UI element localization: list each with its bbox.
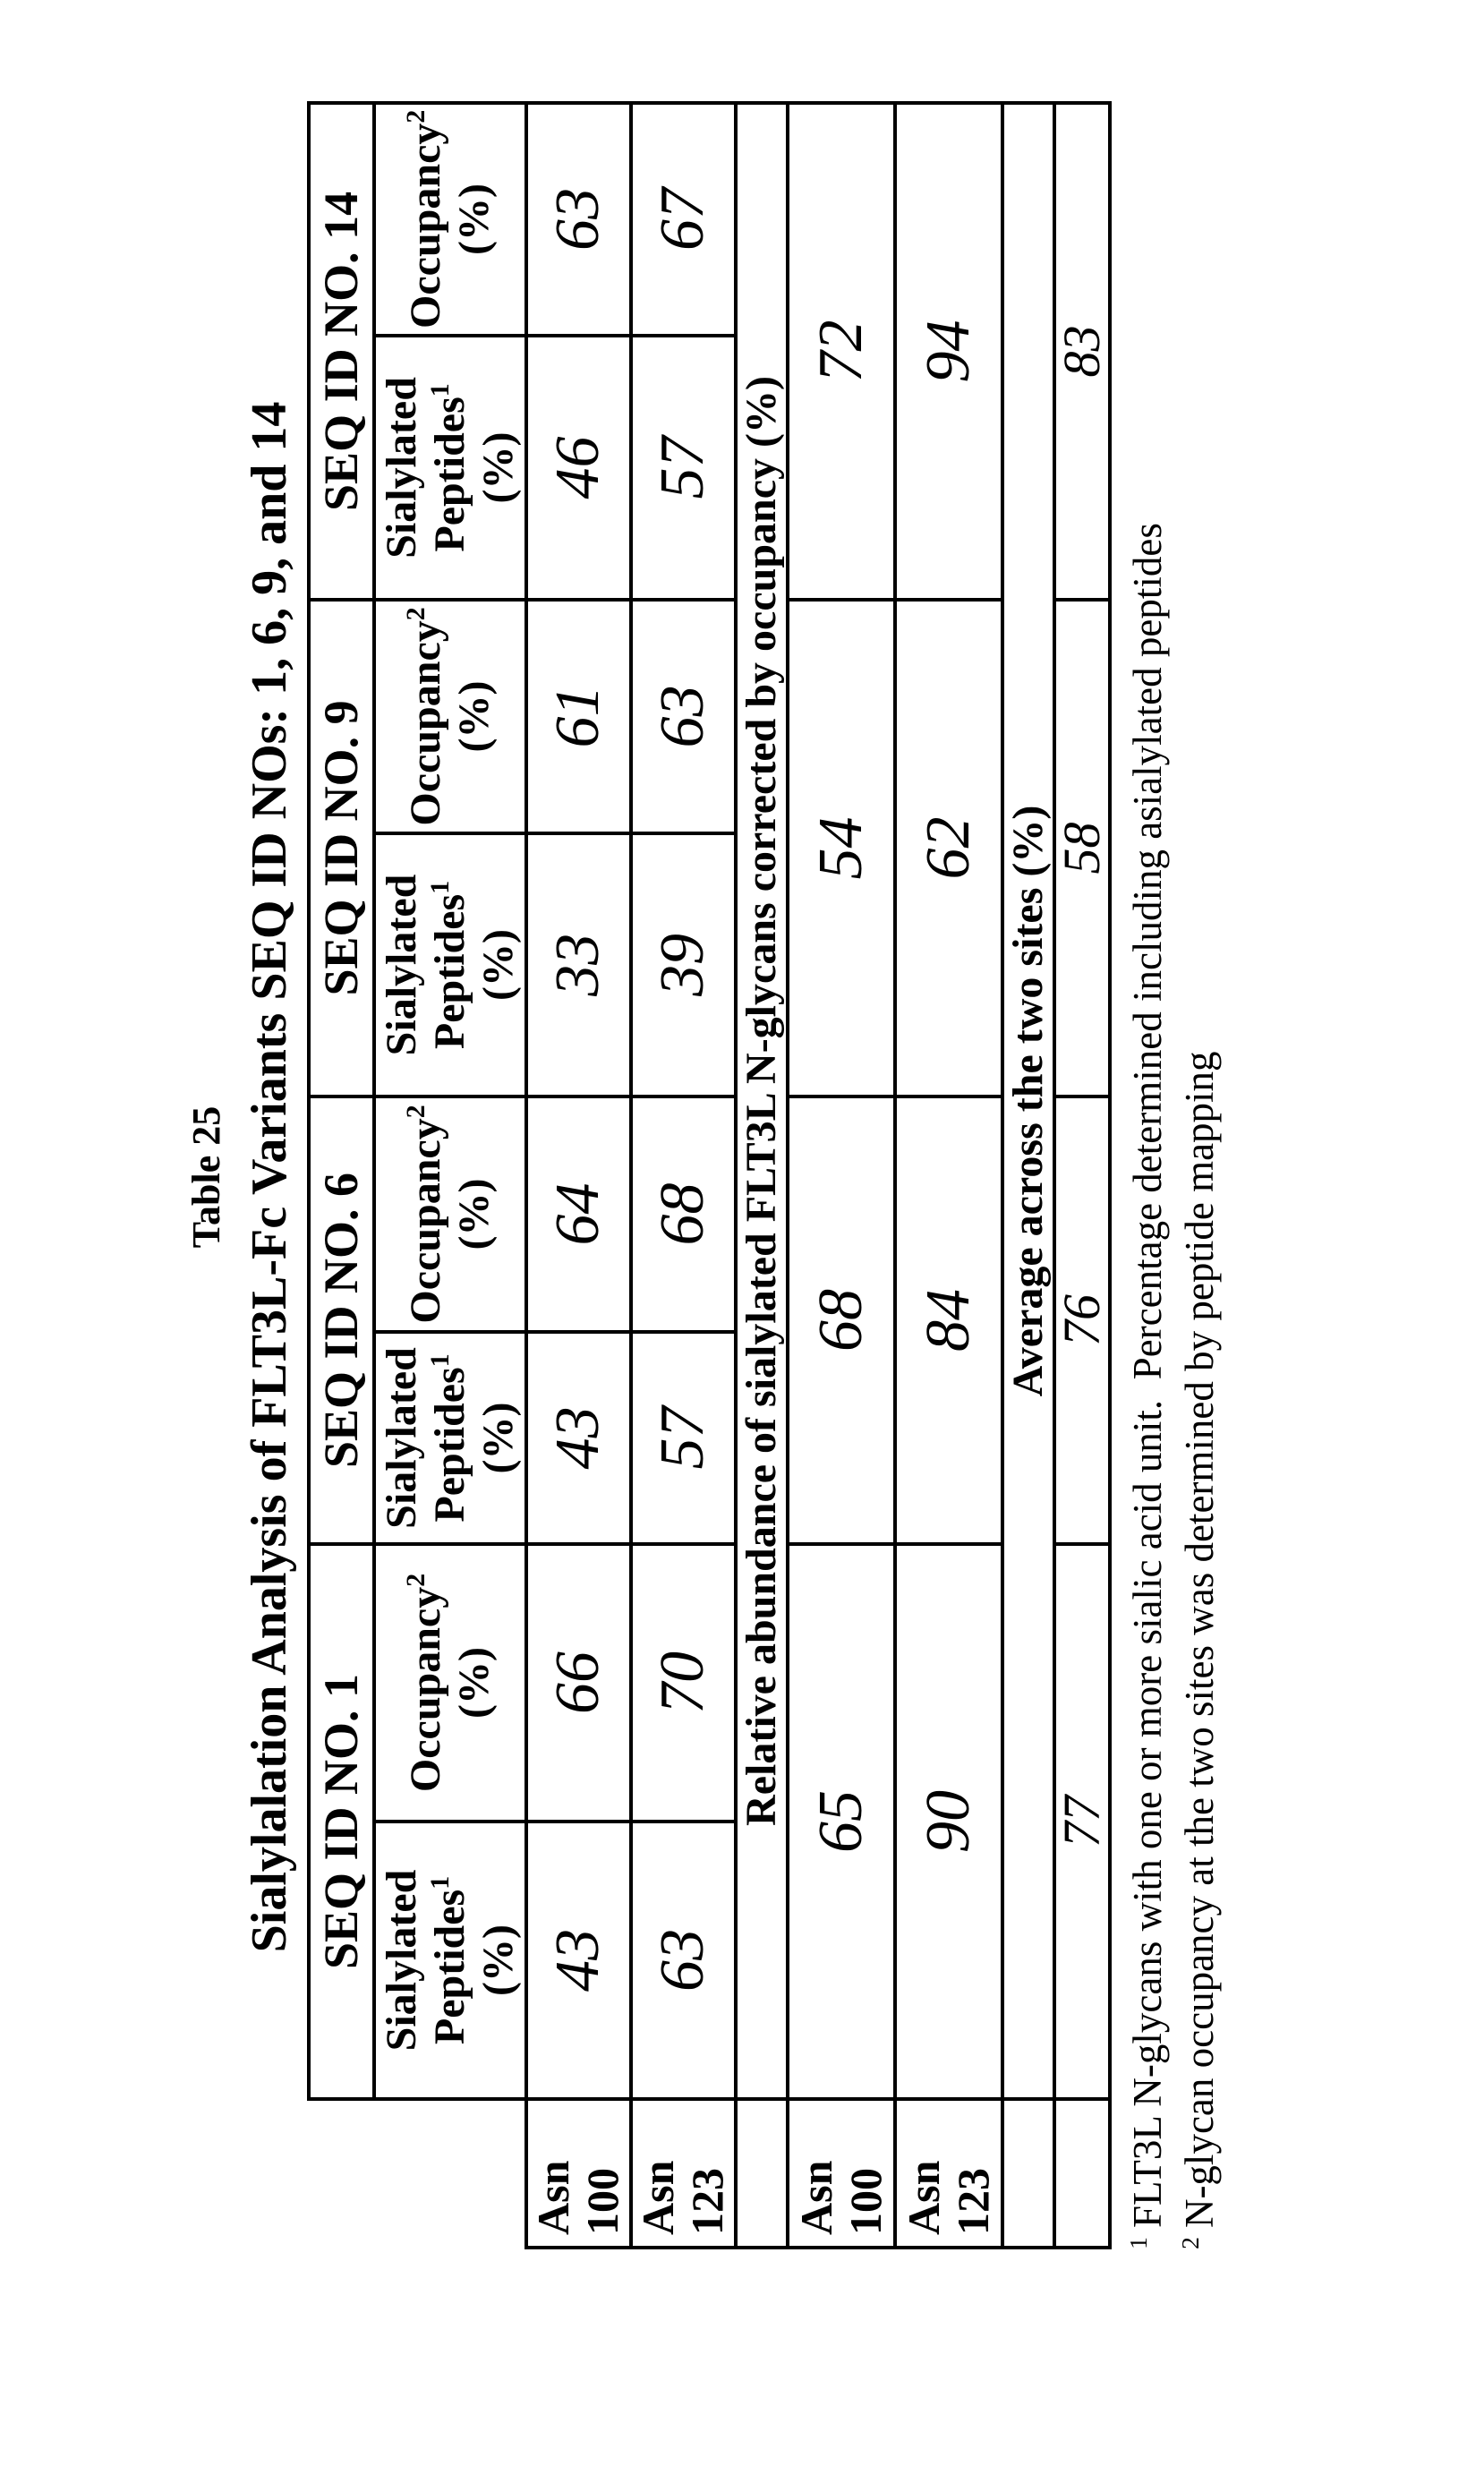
table-row-asn123-mid: Asn 123 90 84 62 94 [894,102,1002,2248]
cell-asn123-seq1-occupancy: 70 [630,1543,736,1822]
stub-corner-cell-2 [373,2099,526,2248]
subheader-occupancy-label: Occupancy [402,123,450,329]
subheader-occupancy-seq14: Occupancy2 (%) [373,102,526,336]
subheader-sialylated-label: Sialylated Peptides [378,1347,474,1529]
cell-asn100-seq9-occupancy: 61 [525,599,631,833]
cell-mid-asn100-seq1: 65 [787,1543,895,2099]
sialylation-table: SEQ ID NO. 1 SEQ ID NO. 6 SEQ ID NO. 9 S… [307,101,1112,2249]
cell-asn100-seq1-occupancy: 66 [525,1543,631,1822]
row-label-asn100: Asn 100 [525,2099,631,2248]
cell-mid-asn123-seq6: 84 [894,1096,1002,1544]
subheader-occupancy-label: Occupancy [402,1118,450,1324]
row-label-asn123: Asn 123 [894,2099,1002,2248]
cell-asn100-seq1-sialylated: 43 [525,1822,631,2099]
percent-unit: (%) [449,1178,498,1250]
footnote1-ref: 1 [425,1875,456,1890]
footnote1-ref: 1 [425,383,456,397]
footnote-1-marker: 1 [1124,2237,1153,2249]
group-header-seq6: SEQ ID NO. 6 [308,1096,374,1544]
percent-unit: (%) [449,680,498,753]
section1-stub-cell [735,2099,788,2248]
footnote2-ref: 2 [401,607,431,621]
subheader-sialylated-seq6: Sialylated Peptides1 (%) [373,1331,526,1544]
table-row-asn100-mid: Asn 100 65 68 54 72 [787,102,895,2248]
footnote-1-text: FLT3L N-glycans with one or more sialic … [1124,523,1170,2229]
footnote1-ref: 1 [425,880,456,894]
group-header-seq9: SEQ ID NO. 9 [308,599,374,1096]
table-block: Table 25 Sialylalation Analysis of FLT3L… [184,102,1225,2249]
footnote1-ref: 1 [425,1353,456,1368]
subheader-occupancy-seq9: Occupancy2 (%) [373,599,526,833]
cell-mid-asn123-seq9: 62 [894,599,1002,1096]
cell-asn100-seq14-occupancy: 63 [525,102,631,336]
subheader-sialylated-seq1: Sialylated Peptides1 (%) [373,1822,526,2099]
subheader-row: Sialylated Peptides1 (%) Occupancy2 (%) … [373,102,526,2248]
table-row-averages: 77 76 58 83 [1053,102,1110,2248]
table-number-title: Table 25 [184,1105,228,1249]
group-header-seq14: SEQ ID NO. 14 [308,102,374,600]
footnote2-ref: 2 [401,1105,431,1119]
cell-asn100-seq6-sialylated: 43 [525,1331,631,1544]
subheader-occupancy-label: Occupancy [402,1586,450,1793]
cell-mid-asn100-seq9: 54 [787,599,895,1096]
group-header-seq1: SEQ ID NO. 1 [308,1543,374,2099]
cell-avg-seq1: 77 [1053,1543,1110,2099]
subheader-sialylated-seq9: Sialylated Peptides1 (%) [373,832,526,1096]
percent-unit: (%) [473,1924,522,1996]
percent-unit: (%) [473,1402,522,1474]
group-header-row: SEQ ID NO. 1 SEQ ID NO. 6 SEQ ID NO. 9 S… [308,102,374,2248]
avg-row-stub-cell [1053,2099,1110,2248]
section1-title: Relative abundance of sialylated FLT3L N… [735,102,788,2099]
cell-avg-seq6: 76 [1053,1096,1110,1544]
section-row-relative-abundance: Relative abundance of sialylated FLT3L N… [735,102,788,2248]
cell-mid-asn123-seq14: 94 [894,102,1002,600]
footnote2-ref: 2 [401,1573,431,1587]
cell-asn123-seq6-sialylated: 57 [630,1331,736,1544]
cell-avg-seq9: 58 [1053,599,1110,1096]
table-subtitle: Sialylalation Analysis of FLT3L-Fc Varia… [242,401,298,1953]
cell-asn123-seq14-occupancy: 67 [630,102,736,336]
subheader-sialylated-seq14: Sialylated Peptides1 (%) [373,335,526,600]
cell-asn100-seq6-occupancy: 64 [525,1096,631,1332]
cell-avg-seq14: 83 [1053,102,1110,600]
cell-asn123-seq6-occupancy: 68 [630,1096,736,1332]
row-label-asn100: Asn 100 [787,2099,895,2248]
table-row-asn100-top: Asn 100 43 66 43 64 33 61 46 63 [525,102,631,2248]
subheader-sialylated-label: Sialylated Peptides [378,377,474,559]
cell-asn123-seq1-sialylated: 63 [630,1822,736,2099]
cell-asn100-seq9-sialylated: 33 [525,832,631,1096]
stub-corner-cell [308,2099,374,2248]
footnotes-block: 1 FLT3L N-glycans with one or more sialic… [1122,105,1225,2249]
footnote-2: 2 N-glycan occupancy at the two sites was… [1174,105,1226,2249]
footnote2-ref: 2 [401,109,431,124]
percent-unit: (%) [449,183,498,255]
cell-mid-asn100-seq6: 68 [787,1096,895,1544]
footnote-1: 1 FLT3L N-glycans with one or more sialic… [1122,105,1174,2249]
footnote-2-text: N-glycan occupancy at the two sites was … [1176,1051,1222,2229]
percent-unit: (%) [473,431,522,504]
subheader-occupancy-seq6: Occupancy2 (%) [373,1096,526,1332]
cell-mid-asn100-seq14: 72 [787,102,895,600]
subheader-sialylated-label: Sialylated Peptides [378,1869,474,2052]
cell-asn123-seq14-sialylated: 57 [630,335,736,600]
cell-asn123-seq9-sialylated: 39 [630,832,736,1096]
percent-unit: (%) [473,928,522,1001]
subheader-sialylated-label: Sialylated Peptides [378,874,474,1056]
cell-asn123-seq9-occupancy: 63 [630,599,736,833]
footnote-2-marker: 2 [1176,2237,1205,2249]
subheader-occupancy-seq1: Occupancy2 (%) [373,1543,526,1822]
cell-mid-asn123-seq1: 90 [894,1543,1002,2099]
table-row-asn123-top: Asn 123 63 70 57 68 39 63 57 67 [630,102,736,2248]
section2-title: Average across the two sites (%) [1002,102,1054,2099]
cell-asn100-seq14-sialylated: 46 [525,335,631,600]
section2-stub-cell [1002,2099,1054,2248]
rotated-table-canvas: Table 25 Sialylalation Analysis of FLT3L… [49,78,1231,2387]
section-row-average: Average across the two sites (%) [1002,102,1054,2248]
row-label-asn123: Asn 123 [630,2099,736,2248]
subheader-occupancy-label: Occupancy [402,620,450,826]
percent-unit: (%) [449,1647,498,1719]
